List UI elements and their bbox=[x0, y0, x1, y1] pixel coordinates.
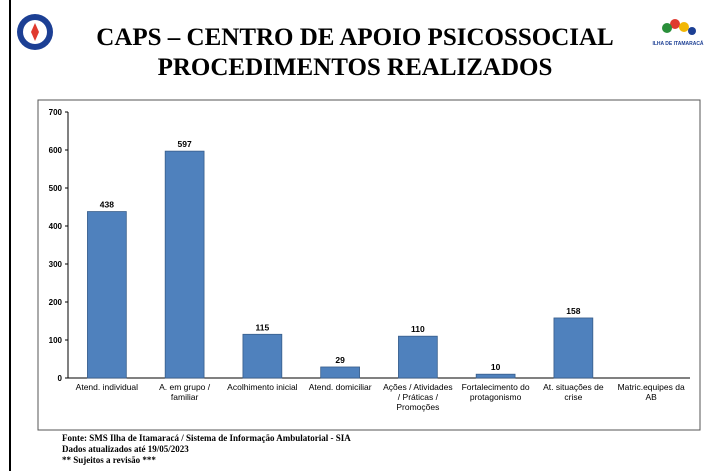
bar bbox=[87, 211, 127, 379]
bar bbox=[242, 333, 283, 379]
value-label: 438 bbox=[100, 200, 114, 210]
x-tick-label: Ações / Atividades / Práticas / Promoções bbox=[383, 382, 452, 412]
y-tick-label: 700 bbox=[49, 108, 63, 117]
x-tick-label: A. em grupo / familiar bbox=[159, 382, 211, 402]
y-tick-label: 0 bbox=[58, 374, 63, 383]
x-tick-label: Fortalecimento do protagonismo bbox=[462, 382, 530, 402]
bar bbox=[320, 366, 360, 379]
footer-line: Fonte: SMS Ilha de Itamaracá / Sistema d… bbox=[62, 433, 351, 443]
y-tick-label: 300 bbox=[49, 260, 63, 269]
y-tick-label: 500 bbox=[49, 184, 63, 193]
x-tick-label: At. situações de crise bbox=[543, 382, 604, 402]
y-tick-label: 100 bbox=[49, 336, 63, 345]
x-tick-label: Matric.equipes da AB bbox=[618, 382, 685, 402]
x-tick-label: Acolhimento inicial bbox=[227, 382, 298, 392]
value-label: 110 bbox=[411, 324, 425, 334]
bar bbox=[398, 335, 438, 379]
y-tick-label: 200 bbox=[49, 298, 63, 307]
bar bbox=[164, 150, 205, 379]
y-tick-label: 600 bbox=[49, 146, 63, 155]
bar bbox=[553, 317, 594, 379]
chart-frame bbox=[37, 99, 701, 431]
x-tick-label: Atend. individual bbox=[76, 382, 138, 392]
footer-line: Dados atualizados até 19/05/2023 bbox=[62, 444, 189, 454]
plot: 0 100 200 300 400 500 600 700 Atend. individual 4… bbox=[49, 108, 690, 412]
value-label: 10 bbox=[491, 362, 501, 372]
value-label: 29 bbox=[335, 355, 345, 365]
x-tick-label: Atend. domiciliar bbox=[309, 382, 372, 392]
footer-line: ** Sujeitos a revisão *** bbox=[62, 455, 156, 465]
logo-text: ILHA DE ITAMARACÁ bbox=[652, 40, 703, 47]
left-logo bbox=[17, 14, 53, 50]
value-label: 597 bbox=[178, 139, 192, 149]
right-logo: ILHA DE ITAMARACÁ bbox=[652, 19, 704, 47]
title-line: PROCEDIMENTOS REALIZADOS bbox=[158, 54, 553, 81]
value-label: 158 bbox=[566, 306, 580, 316]
value-label: 115 bbox=[256, 322, 270, 332]
bar bbox=[475, 373, 516, 379]
title-line: CAPS – CENTRO DE APOIO PSICOSSOCIAL bbox=[96, 24, 613, 51]
y-tick-label: 400 bbox=[49, 222, 63, 231]
